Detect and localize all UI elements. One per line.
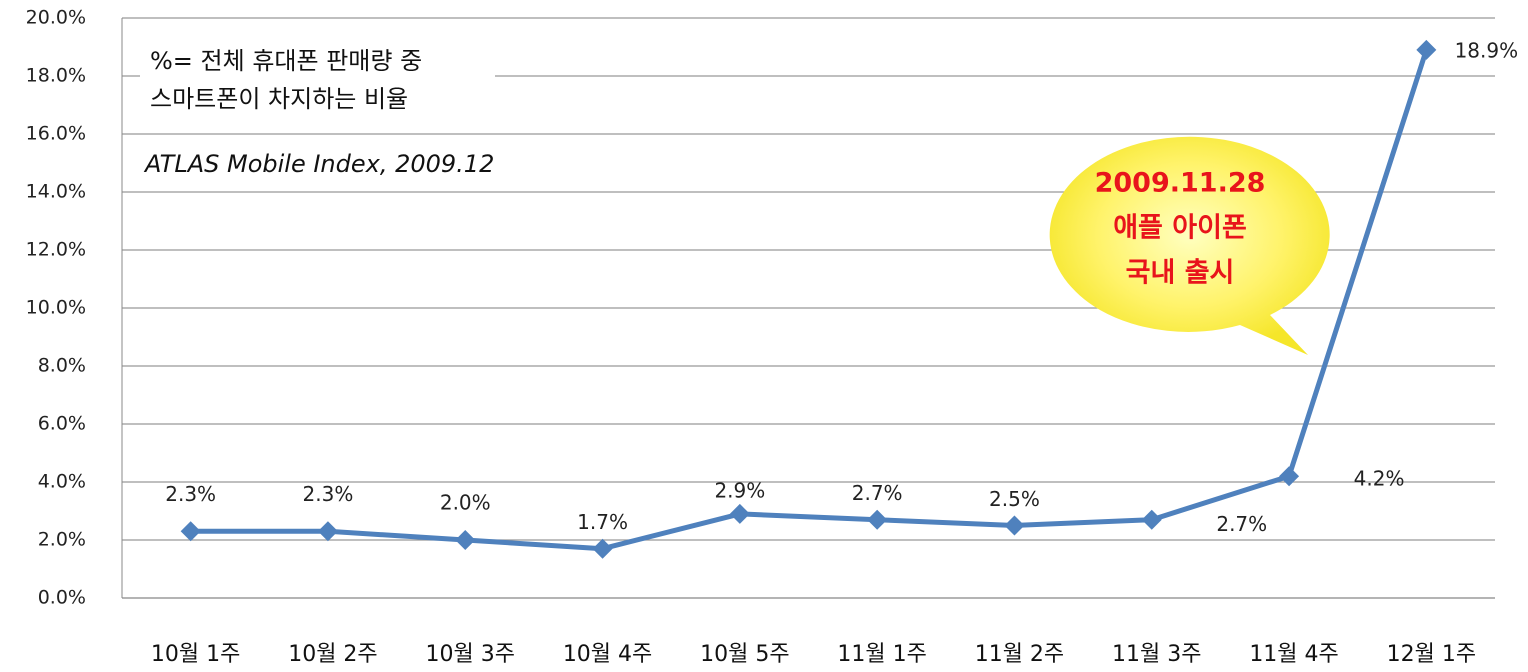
- marker: [455, 530, 476, 550]
- data-label: 2.3%: [165, 482, 216, 506]
- marker: [592, 538, 613, 559]
- marker: [729, 503, 750, 524]
- marker: [1141, 509, 1162, 530]
- data-label: 18.9%: [1455, 38, 1519, 62]
- callout-text: 애플 아이폰: [1113, 213, 1247, 244]
- callout-text: 국내 출시: [1126, 258, 1235, 289]
- y-tick-label: 8.0%: [38, 355, 86, 377]
- marker: [1416, 39, 1437, 60]
- y-tick-label: 12.0%: [26, 239, 86, 261]
- series-line: [190, 49, 1429, 552]
- x-tick-label: 12월 1주: [1387, 642, 1476, 667]
- x-tick-label: 10월 1주: [151, 642, 240, 667]
- callout-text: 2009.11.28: [1095, 168, 1266, 199]
- y-tick-label: 20.0%: [26, 7, 86, 29]
- x-tick-label: 10월 4주: [563, 642, 652, 667]
- marker: [867, 509, 888, 530]
- source: ATLAS Mobile Index, 2009.12: [143, 150, 494, 178]
- marker: [180, 521, 201, 542]
- data-label: 1.7%: [577, 510, 628, 534]
- data-label: 2.9%: [714, 478, 765, 502]
- data-label: 2.7%: [852, 481, 903, 505]
- note-line: %= 전체 휴대폰 판매량 중: [150, 47, 422, 75]
- y-tick-label: 18.0%: [26, 65, 86, 87]
- note-box: [140, 38, 495, 122]
- x-tick-label: 10월 5주: [700, 642, 789, 667]
- y-tick-label: 14.0%: [26, 181, 86, 203]
- marker: [317, 521, 338, 542]
- data-label: 4.2%: [1354, 467, 1405, 491]
- x-tick-label: 10월 3주: [426, 642, 515, 667]
- x-tick-label: 11월 3주: [1112, 642, 1201, 667]
- note-line: 스마트폰이 차지하는 비율: [150, 85, 408, 113]
- y-tick-label: 4.0%: [38, 471, 86, 493]
- x-tick-label: 11월 1주: [837, 642, 926, 667]
- data-label: 2.7%: [1216, 512, 1267, 536]
- y-tick-label: 16.0%: [26, 123, 86, 145]
- y-tick-label: 10.0%: [26, 297, 86, 319]
- callout-bubble: [1049, 136, 1330, 355]
- y-tick-label: 6.0%: [38, 413, 86, 435]
- y-tick-label: 0.0%: [38, 587, 86, 609]
- y-tick-label: 2.0%: [38, 529, 86, 551]
- x-tick-label: 11월 4주: [1249, 642, 1338, 667]
- data-label: 2.0%: [440, 491, 491, 515]
- data-label: 2.5%: [989, 487, 1040, 511]
- marker: [1004, 515, 1025, 536]
- marker: [1279, 466, 1300, 487]
- x-tick-label: 10월 2주: [288, 642, 377, 667]
- x-tick-label: 11월 2주: [975, 642, 1064, 667]
- data-label: 2.3%: [303, 482, 354, 506]
